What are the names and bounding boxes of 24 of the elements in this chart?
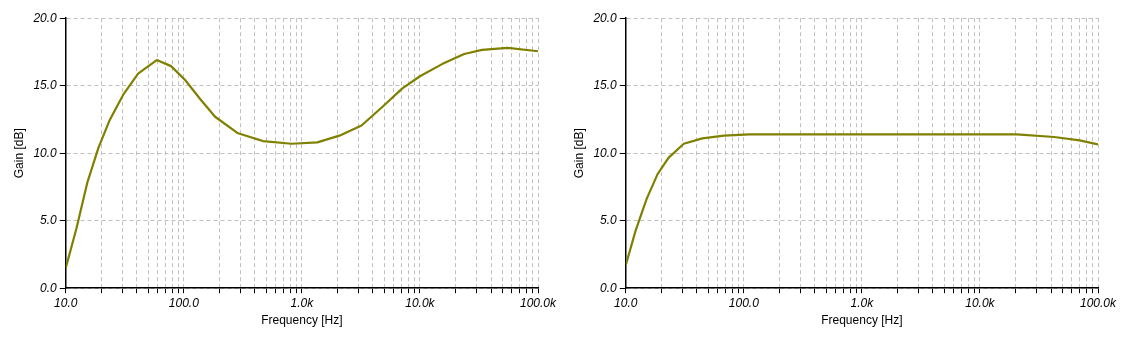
y-tick-label: 20.0 [32, 10, 58, 25]
x-axis-title: Frequency [Hz] [261, 313, 343, 328]
x-tick-label: 10.0 [54, 295, 78, 310]
y-tick-label: 15.0 [33, 78, 58, 93]
x-axis-title: Frequency [Hz] [821, 313, 903, 328]
y-tick-label: 15.0 [593, 78, 618, 93]
x-tick-label: 100.0 [728, 295, 760, 310]
y-axis-title: Gain [dB] [11, 128, 26, 179]
x-tick-label: 10.0k [965, 295, 996, 310]
y-axis-title: Gain [dB] [571, 128, 586, 179]
y-tick-label: 20.0 [592, 10, 618, 25]
x-tick-label: 10.0k [405, 295, 436, 310]
y-tick-label: 0.0 [600, 280, 618, 295]
y-tick-label: 5.0 [600, 213, 618, 228]
y-tick-label: 10.0 [33, 145, 58, 160]
y-tick-label: 10.0 [593, 145, 618, 160]
x-tick-label: 1.0k [850, 295, 875, 310]
x-tick-label: 1.0k [290, 295, 315, 310]
y-tick-label: 0.0 [40, 280, 58, 295]
x-tick-label: 10.0 [614, 295, 638, 310]
x-tick-label: 100.0k [519, 295, 558, 310]
y-tick-label: 5.0 [40, 213, 58, 228]
x-tick-label: 100.0k [1079, 295, 1118, 310]
x-tick-label: 100.0 [168, 295, 200, 310]
